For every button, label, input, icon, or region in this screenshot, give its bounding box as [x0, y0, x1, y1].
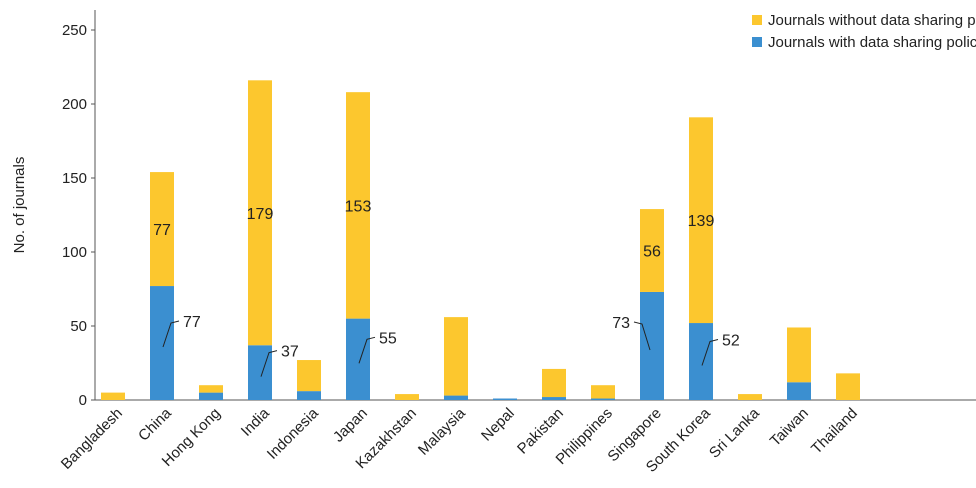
data-label-with-policy: 77: [183, 314, 201, 331]
legend-swatch: [752, 15, 762, 25]
bar-with-policy: [542, 397, 566, 400]
bar-without-policy: [150, 172, 174, 287]
callout-line: [701, 339, 719, 366]
x-tick-label: Sri Lanka: [706, 404, 763, 461]
bar-without-policy: [738, 394, 762, 400]
x-tick-label: Malaysia: [415, 404, 469, 458]
y-tick-label: 50: [70, 318, 87, 335]
callout-line: [162, 320, 180, 348]
bar-without-policy: [248, 80, 272, 346]
callout-line: [358, 336, 376, 364]
bar-without-policy: [542, 368, 566, 398]
callout-line: [633, 321, 651, 351]
data-label-without-policy: 56: [643, 244, 661, 261]
legend-swatch: [752, 37, 762, 47]
data-label-without-policy: 153: [345, 198, 372, 215]
bar-without-policy: [689, 117, 713, 324]
bar-without-policy: [395, 394, 419, 400]
bar-without-policy: [444, 317, 468, 396]
bar-with-policy: [689, 323, 713, 400]
x-tick-label: China: [135, 404, 175, 444]
y-tick-label: 100: [62, 244, 87, 261]
bar-with-policy: [346, 318, 370, 400]
bar-without-policy: [346, 92, 370, 319]
data-label-without-policy: 77: [153, 222, 171, 239]
bar-without-policy: [297, 360, 321, 392]
x-tick-label: Bangladesh: [58, 405, 126, 473]
data-label-without-policy: 139: [688, 213, 715, 230]
legend-label: Journals with data sharing policy: [768, 34, 976, 51]
data-label-with-policy: 73: [612, 315, 630, 332]
y-tick-label: 0: [79, 392, 87, 409]
x-tick-label: Japan: [330, 405, 371, 446]
x-tick-label: Indonesia: [264, 404, 322, 462]
callout-line: [260, 350, 278, 377]
bar-without-policy: [101, 392, 125, 400]
bar-with-policy: [640, 291, 664, 400]
bar-with-policy: [787, 382, 811, 400]
x-tick-label: Nepal: [478, 405, 518, 445]
bar-with-policy: [591, 398, 615, 400]
bars: [101, 80, 860, 400]
bar-without-policy: [199, 385, 223, 393]
x-tick-label: Taiwan: [767, 405, 812, 450]
legend: Journals without data sharing policy Jour…: [752, 12, 976, 51]
bar-without-policy: [787, 327, 811, 383]
y-tick-label: 250: [62, 22, 87, 39]
bar-with-policy: [199, 392, 223, 400]
x-tick-label: India: [238, 404, 273, 439]
bar-without-policy: [640, 209, 664, 292]
bar-without-policy: [836, 373, 860, 400]
data-label-without-policy: 179: [247, 206, 274, 223]
y-tick-label: 150: [62, 170, 87, 187]
bar-with-policy: [493, 398, 517, 400]
data-labels: 77 179 153 56 139 77 37 55 73 52: [153, 198, 740, 377]
y-tick-label: 200: [62, 96, 87, 113]
bar-with-policy: [444, 395, 468, 400]
data-label-with-policy: 37: [281, 344, 299, 361]
y-axis-title: No. of journals: [11, 157, 28, 254]
bar-with-policy: [297, 391, 321, 400]
data-label-with-policy: 52: [722, 333, 740, 350]
legend-label: Journals without data sharing policy: [768, 12, 976, 29]
bar-with-policy: [150, 286, 174, 400]
x-tick-label: Thailand: [808, 405, 861, 458]
data-label-with-policy: 55: [379, 330, 397, 347]
bar-without-policy: [591, 385, 615, 399]
